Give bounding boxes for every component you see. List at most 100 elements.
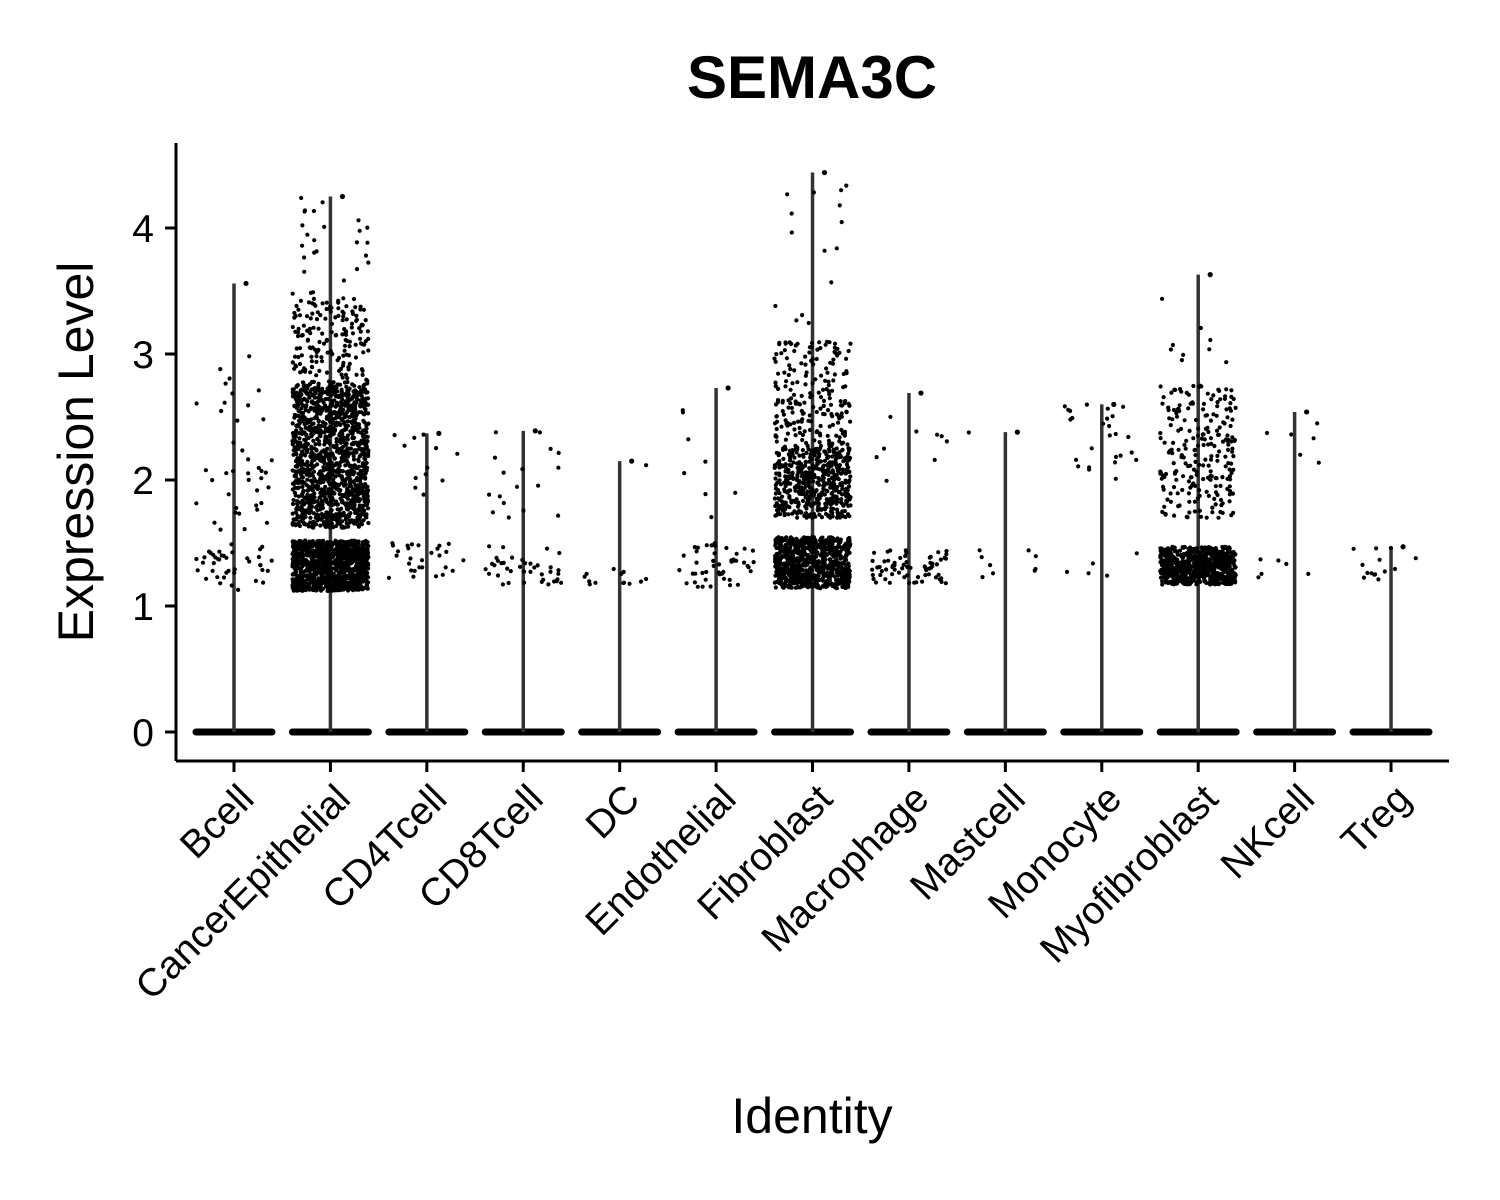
point [1113, 476, 1118, 481]
point [783, 542, 788, 547]
point [339, 193, 346, 200]
point [920, 579, 925, 584]
point [495, 558, 500, 563]
point [309, 446, 314, 452]
point [352, 497, 357, 502]
point [725, 385, 731, 391]
point [750, 548, 756, 553]
point [355, 561, 360, 566]
point [301, 490, 306, 495]
point [269, 558, 274, 563]
point [218, 527, 223, 532]
point [944, 549, 949, 554]
point [310, 498, 315, 503]
point [811, 479, 816, 484]
point [800, 437, 805, 443]
point [362, 441, 367, 446]
point [788, 387, 793, 392]
point [345, 402, 350, 407]
point [302, 208, 308, 213]
point [800, 498, 806, 503]
point [792, 368, 797, 373]
point [351, 296, 357, 302]
point [316, 419, 321, 424]
point [311, 208, 316, 214]
point [334, 486, 339, 491]
point [301, 516, 306, 521]
point [298, 298, 303, 303]
point [292, 415, 297, 420]
point [808, 419, 814, 424]
point [335, 502, 340, 507]
point [328, 349, 333, 354]
point [334, 437, 339, 442]
point [818, 443, 824, 448]
point [838, 403, 844, 408]
point [813, 547, 818, 552]
point [297, 313, 303, 318]
point [365, 402, 370, 407]
point [836, 477, 841, 482]
point [826, 438, 832, 443]
point [317, 429, 323, 434]
point [773, 483, 778, 488]
point [336, 355, 342, 361]
point [1160, 579, 1165, 584]
point [323, 316, 328, 321]
point [434, 446, 439, 451]
point [416, 543, 421, 548]
point [364, 485, 369, 490]
point [315, 561, 320, 566]
point [782, 487, 787, 492]
point [355, 392, 360, 398]
point [1229, 569, 1234, 574]
point [786, 567, 791, 572]
point [836, 490, 842, 495]
point [841, 580, 846, 585]
point [324, 300, 329, 305]
point [440, 572, 445, 577]
point [308, 316, 313, 321]
point [343, 479, 348, 484]
point [695, 545, 701, 550]
point [314, 415, 320, 421]
point [814, 554, 819, 559]
point [834, 463, 839, 468]
point [365, 540, 370, 545]
point [804, 370, 809, 375]
point [807, 459, 812, 464]
point [800, 313, 805, 318]
point [813, 537, 818, 543]
point [506, 515, 511, 520]
point [311, 296, 316, 301]
point [309, 364, 314, 369]
point [930, 561, 935, 566]
point [343, 544, 348, 549]
point [793, 585, 799, 590]
point [807, 350, 812, 355]
point [357, 564, 363, 569]
point [1204, 580, 1209, 586]
point [490, 510, 495, 515]
point [1113, 431, 1118, 437]
point [338, 459, 343, 465]
violin-group-Monocyte [1060, 401, 1144, 736]
point [354, 396, 359, 401]
point [786, 405, 791, 410]
point [834, 246, 839, 251]
point [1087, 467, 1092, 472]
point [312, 401, 317, 406]
point [809, 567, 814, 572]
point [831, 499, 836, 504]
point [421, 492, 426, 497]
point [343, 492, 348, 497]
point [1214, 548, 1219, 553]
point [325, 473, 330, 478]
point [364, 377, 369, 382]
point [365, 329, 370, 334]
point [806, 483, 812, 489]
point [795, 445, 800, 450]
point [793, 488, 798, 493]
point [1113, 454, 1119, 459]
point [826, 468, 831, 473]
